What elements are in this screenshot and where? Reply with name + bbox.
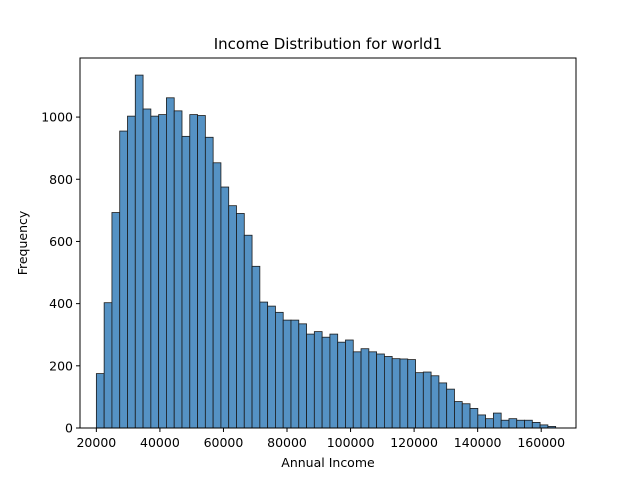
- x-tick-label: 160000: [517, 435, 565, 450]
- y-tick-label: 0: [65, 421, 73, 436]
- histogram-bar: [399, 358, 409, 429]
- histogram-bar: [477, 414, 487, 429]
- histogram-bar: [461, 403, 471, 429]
- histogram-bar: [119, 130, 128, 429]
- histogram-bar: [127, 115, 136, 429]
- histogram-bar: [492, 412, 502, 429]
- histogram-bar: [368, 351, 378, 429]
- x-tick-label: 40000: [140, 435, 180, 450]
- histogram-bar: [150, 115, 160, 429]
- histogram-bar: [251, 265, 261, 429]
- histogram-bar: [469, 408, 479, 429]
- histogram-bar: [220, 186, 230, 429]
- histogram-bar: [524, 419, 533, 429]
- histogram-bar: [531, 422, 541, 429]
- histogram-bar: [197, 115, 206, 429]
- y-tick-label: 200: [49, 358, 73, 373]
- histogram-bar: [173, 110, 183, 429]
- y-axis-label: Frequency: [15, 210, 30, 275]
- histogram-bar: [282, 319, 292, 429]
- histogram-bar: [306, 333, 315, 429]
- histogram-bar: [407, 359, 416, 429]
- histogram-bar: [212, 162, 222, 429]
- histogram-bar: [391, 358, 401, 429]
- histogram-bar: [158, 114, 167, 429]
- histogram-bar: [181, 135, 191, 429]
- histogram-bar: [290, 319, 300, 429]
- histogram-bar: [383, 356, 393, 429]
- histogram-bar: [298, 323, 307, 429]
- histogram-bar: [376, 353, 385, 429]
- histogram-bar: [103, 302, 113, 429]
- histogram-bar: [313, 331, 323, 429]
- histogram-bar: [345, 339, 354, 429]
- x-tick-label: 100000: [327, 435, 375, 450]
- histogram-bar: [485, 418, 494, 429]
- y-tick-label: 600: [49, 234, 73, 249]
- histogram-bar: [236, 213, 245, 429]
- histogram-bar: [415, 372, 424, 429]
- histogram-bar: [508, 418, 518, 429]
- histogram-bar: [438, 382, 448, 429]
- histogram-bar: [352, 351, 362, 429]
- histogram-bar: [189, 114, 198, 429]
- chart-title: Income Distribution for world1: [214, 35, 442, 53]
- x-axis-ticks: 20000 40000 60000 80000 100000 120000 140000 16…: [76, 428, 565, 450]
- histogram-bar: [142, 108, 152, 429]
- histogram-bar: [321, 336, 331, 429]
- x-tick-label: 80000: [267, 435, 307, 450]
- histogram-bar: [500, 419, 510, 429]
- histogram-bar: [204, 136, 214, 429]
- histogram-bar: [228, 205, 237, 429]
- histogram-bar: [430, 375, 440, 429]
- histogram-bar: [267, 305, 276, 429]
- histogram-bar: [337, 341, 346, 429]
- x-tick-label: 140000: [454, 435, 502, 450]
- x-tick-label: 60000: [204, 435, 244, 450]
- histogram-bar: [95, 373, 105, 429]
- x-tick-label: 120000: [390, 435, 438, 450]
- histogram-bar: [166, 97, 175, 429]
- histogram-bar: [329, 333, 339, 429]
- plot-frame: [79, 57, 577, 429]
- histogram-bar: [516, 419, 525, 429]
- y-tick-label: 400: [49, 296, 73, 311]
- histogram-bar: [243, 234, 253, 429]
- histogram-bar: [259, 301, 269, 429]
- histogram-bar: [360, 348, 370, 429]
- histogram-bar: [275, 311, 284, 429]
- histogram-bar: [454, 401, 463, 429]
- y-axis-ticks: 0 200 400 600 800 1000: [41, 110, 80, 436]
- x-tick-label: 20000: [76, 435, 116, 450]
- x-axis-label: Annual Income: [281, 455, 375, 470]
- y-tick-label: 1000: [41, 110, 73, 125]
- histogram-bar: [111, 212, 121, 429]
- y-tick-label: 800: [49, 172, 73, 187]
- histogram-bar: [134, 74, 144, 429]
- histogram-bar: [422, 371, 432, 429]
- histogram-bar: [446, 388, 455, 429]
